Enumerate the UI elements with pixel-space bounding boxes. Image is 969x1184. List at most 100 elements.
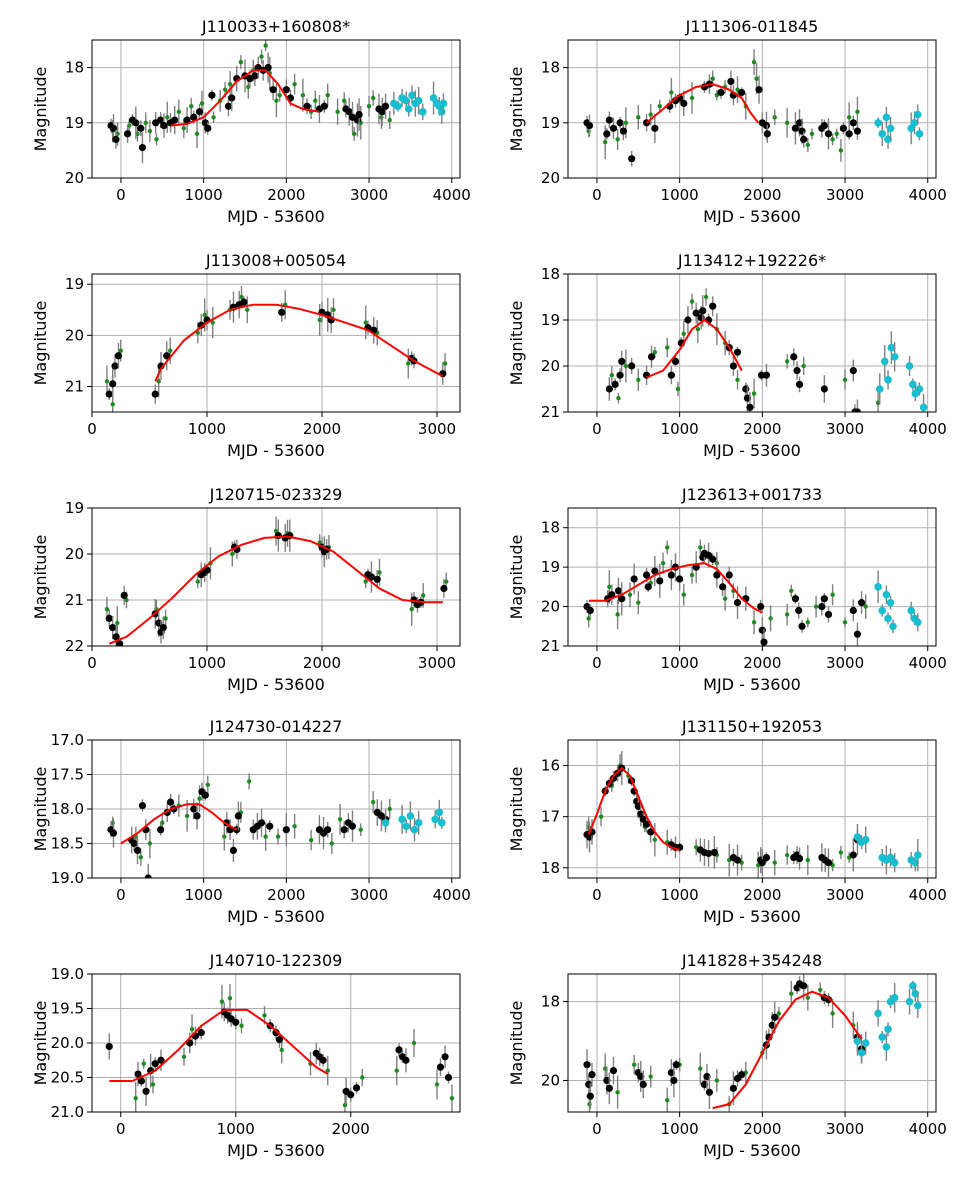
data-point-black (228, 94, 236, 102)
data-point-black (849, 367, 857, 375)
data-point-green (809, 131, 815, 137)
data-point-cyan (438, 819, 446, 827)
data-point-black (608, 591, 616, 599)
data-point-black (160, 121, 168, 130)
data-point-cyan (431, 815, 439, 824)
data-point-black (137, 1077, 146, 1085)
data-point-black (762, 121, 771, 130)
data-point-black (713, 571, 721, 579)
data-point-black (166, 798, 175, 806)
x-tick-label: 2000 (743, 886, 781, 904)
data-point-green (274, 98, 279, 103)
data-point-black (738, 1070, 746, 1079)
data-point-black (839, 124, 847, 132)
data-point-black (138, 801, 147, 810)
x-tick-label: 1000 (661, 420, 699, 438)
light-curve-panel: 0 1000 2000 3000 4000 18 19 20 J110033+160808* MJ… (31, 17, 471, 226)
data-point-cyan (853, 1037, 862, 1045)
data-point-green (421, 593, 426, 598)
data-point-green (784, 120, 790, 126)
data-point-green (660, 561, 666, 566)
x-axis-label: MJD - 53600 (227, 907, 325, 926)
data-point-black (151, 1060, 159, 1068)
fit-curve (588, 562, 763, 614)
data-point-green (154, 137, 159, 142)
y-tick-label: 20 (541, 169, 560, 187)
plot-area (107, 773, 446, 878)
panel-title: J113008+005054 (205, 251, 346, 270)
data-point-black (795, 380, 804, 388)
data-point-black (373, 575, 381, 583)
data-point-green (615, 137, 620, 142)
x-tick-label: 0 (87, 420, 97, 438)
data-point-cyan (910, 119, 919, 127)
light-curve-panel: 0 1000 2000 3000 4000 18 20 J141828+354248 MJD -… (507, 951, 947, 1160)
data-point-green (195, 579, 200, 584)
data-point-green (370, 95, 376, 101)
data-point-black (193, 812, 201, 820)
y-axis-label: Magnitude (507, 767, 526, 852)
data-point-black (585, 121, 594, 130)
data-point-black (109, 829, 118, 837)
light-curve-panel: 0 1000 2000 19.0 19.5 20.0 20.5 21.0 J140710-122… (31, 951, 461, 1160)
data-point-cyan (886, 598, 895, 607)
data-point-cyan (907, 124, 915, 133)
data-point-cyan (887, 343, 896, 352)
data-point-green (168, 348, 173, 353)
data-point-black (758, 859, 766, 867)
data-point-green (714, 1078, 720, 1083)
data-point-black (680, 99, 688, 108)
light-curve-panel: 0 1000 2000 3000 4000 18 19 20 21 J113412+192226*… (507, 251, 947, 460)
data-point-green (616, 396, 621, 401)
y-tick-label: 17.5 (51, 766, 84, 784)
data-point-black (647, 353, 656, 361)
data-point-cyan (890, 353, 899, 361)
data-point-cyan (438, 107, 446, 116)
data-point-green (222, 87, 228, 92)
data-point-black (755, 86, 763, 94)
data-point-black (757, 602, 765, 611)
data-point-black (440, 584, 448, 593)
data-point-cyan (914, 110, 922, 119)
data-point-green (754, 76, 759, 81)
axes-frame (91, 39, 461, 179)
data-point-green (681, 592, 686, 597)
data-point-black (134, 1070, 142, 1078)
fit-curve (120, 803, 238, 845)
data-point-black (320, 102, 328, 110)
data-point-black (798, 622, 806, 630)
data-point-green (751, 59, 757, 65)
data-point-black (157, 116, 165, 124)
x-axis-label: MJD - 53600 (227, 675, 325, 694)
data-point-black (849, 119, 857, 127)
data-point-green (277, 93, 282, 98)
data-point-green (657, 104, 662, 109)
data-point-black (667, 571, 675, 579)
data-point-cyan (418, 107, 427, 116)
data-point-black (201, 791, 209, 799)
plot-area (605, 288, 928, 412)
data-point-black (757, 371, 766, 379)
data-point-black (203, 566, 211, 574)
y-tick-label: 20 (65, 545, 84, 563)
data-point-green (230, 551, 235, 557)
data-point-black (692, 309, 700, 317)
data-point-green (363, 320, 368, 325)
y-tick-label: 21 (541, 403, 560, 421)
data-point-green (379, 115, 384, 120)
data-point-green (830, 1011, 835, 1016)
data-point-green (329, 841, 335, 846)
x-tick-label: 2000 (303, 654, 341, 672)
data-point-black (197, 1029, 205, 1037)
data-point-cyan (439, 99, 448, 108)
data-point-black (853, 127, 862, 135)
data-point-black (367, 573, 376, 581)
data-point-green (863, 604, 868, 609)
data-point-green (202, 312, 207, 318)
fit-curve (587, 766, 680, 851)
data-point-cyan (878, 130, 887, 138)
data-point-green (444, 579, 449, 584)
data-point-green (665, 545, 670, 550)
data-point-green (830, 137, 835, 142)
x-tick-label: 2000 (743, 420, 781, 438)
